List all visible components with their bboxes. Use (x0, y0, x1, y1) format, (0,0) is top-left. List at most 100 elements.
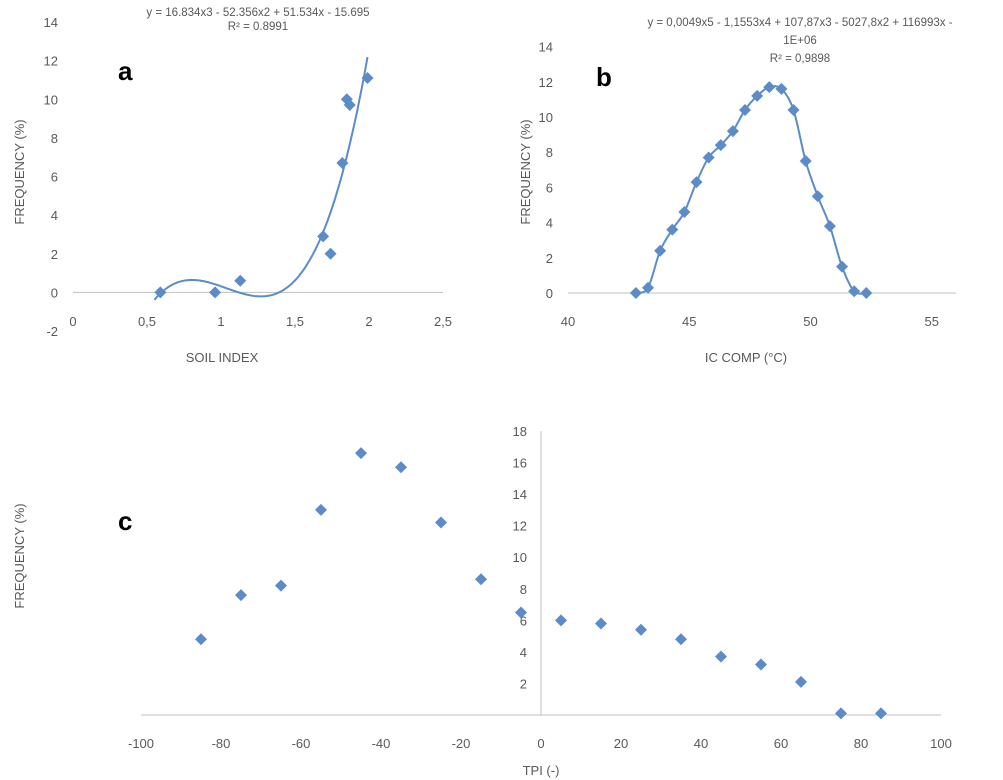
data-point (642, 281, 655, 294)
y-axis-title: FREQUENCY (%) (12, 503, 27, 608)
data-point (763, 81, 776, 94)
tick-label: 14 (539, 40, 553, 55)
data-point (343, 99, 356, 112)
tick-label: 6 (546, 180, 553, 195)
data-point (875, 707, 887, 720)
tick-label: 0 (69, 314, 76, 329)
tick-label: 20 (614, 736, 628, 751)
data-points (195, 447, 887, 720)
tick-label: 80 (854, 736, 868, 751)
tick-labels: 0 0,5 1 1,5 2 2,5 -2 0 2 4 6 8 10 12 14 (44, 15, 453, 339)
x-axis-title: IC COMP (°C) (705, 350, 787, 365)
tick-label: -60 (292, 736, 311, 751)
data-point (775, 82, 788, 95)
tick-labels: 40 45 50 55 0 2 4 6 8 10 12 14 (539, 40, 939, 329)
tick-label: 0,5 (138, 314, 156, 329)
data-point (395, 461, 407, 474)
trendline-equation: y = 16.834x3 - 52.356x2 + 51.534x - 15.6… (146, 7, 369, 19)
data-points (154, 72, 374, 299)
data-point (654, 244, 667, 257)
data-point (629, 287, 642, 299)
tick-label: 100 (930, 736, 952, 751)
tick-label: 0 (537, 736, 544, 751)
tick-label: 50 (803, 314, 817, 329)
tick-label: 12 (513, 519, 527, 534)
data-point (823, 220, 836, 233)
data-point (787, 103, 800, 116)
tick-label: 2 (51, 247, 58, 262)
data-point (555, 614, 567, 627)
chart-panel-a: 0 0,5 1 1,5 2 2,5 -2 0 2 4 6 8 10 12 14 a y = 16.834x3… (12, 7, 452, 365)
tick-label: 1,5 (286, 314, 304, 329)
tick-label: 55 (925, 314, 939, 329)
data-point (435, 516, 447, 529)
panel-label: a (118, 56, 133, 86)
trendline-equation-line2: 1E+06 (783, 35, 817, 47)
tick-label: 16 (513, 456, 527, 471)
tick-label: 2 (520, 676, 527, 691)
data-point (361, 72, 374, 85)
data-point (726, 125, 739, 138)
y-axis-title: FREQUENCY (%) (518, 119, 533, 224)
data-point (635, 623, 647, 636)
tick-label: 14 (44, 15, 58, 30)
tick-label: 45 (682, 314, 696, 329)
data-point (799, 155, 812, 167)
data-point (739, 103, 752, 116)
data-point (209, 286, 222, 299)
tick-label: 0 (51, 285, 58, 300)
data-point (315, 503, 327, 516)
data-point (690, 176, 703, 189)
tick-label: 10 (513, 550, 527, 565)
tick-label: 4 (546, 216, 553, 231)
tick-labels: -100 -80 -60 -40 -20 0 20 40 60 80 100 2 4 6 8 10 12 14 16… (128, 424, 952, 751)
tick-label: 2 (546, 251, 553, 266)
data-point (317, 230, 330, 243)
data-point (755, 658, 767, 671)
data-point (234, 274, 247, 287)
tick-label: -20 (452, 736, 471, 751)
data-point (275, 579, 287, 592)
x-axis-title: TPI (-) (523, 763, 560, 778)
y-axis-title: FREQUENCY (%) (12, 119, 27, 224)
axis-lines (141, 431, 941, 716)
tick-label: 10 (44, 92, 58, 107)
tick-label: 1 (217, 314, 224, 329)
tick-label: 6 (51, 170, 58, 185)
tick-label: 10 (539, 110, 553, 125)
data-point (835, 707, 847, 720)
x-axis-title: SOIL INDEX (186, 350, 259, 365)
data-point (836, 260, 849, 273)
tick-label: -2 (46, 324, 58, 339)
tick-label: 14 (513, 487, 527, 502)
tick-label: -80 (212, 736, 231, 751)
trendline (153, 56, 369, 301)
tick-label: 2 (365, 314, 372, 329)
tick-label: 12 (539, 75, 553, 90)
tick-label: 40 (561, 314, 575, 329)
data-point (795, 675, 807, 688)
tick-label: 8 (520, 582, 527, 597)
data-point (235, 589, 247, 602)
trendline-r2: R² = 0,9898 (770, 53, 830, 65)
chart-panel-c: -100 -80 -60 -40 -20 0 20 40 60 80 100 2 4 6 8 10 12 14 16… (12, 424, 952, 778)
tick-label: 60 (774, 736, 788, 751)
data-point (595, 617, 607, 630)
tick-label: 40 (694, 736, 708, 751)
chart-panel-b: 40 45 50 55 0 2 4 6 8 10 12 14 b y = 0,0049x5 - 1,1… (518, 17, 956, 365)
tick-label: -100 (128, 736, 154, 751)
data-point (475, 573, 487, 586)
data-point (515, 606, 527, 619)
data-point (675, 633, 687, 646)
tick-label: 8 (546, 145, 553, 160)
tick-label: 2,5 (434, 314, 452, 329)
data-point (860, 287, 873, 299)
data-point (702, 151, 715, 164)
tick-label: 12 (44, 54, 58, 69)
tick-label: 6 (520, 613, 527, 628)
data-point (336, 156, 349, 169)
tick-label: 4 (520, 645, 527, 660)
data-point (678, 206, 691, 219)
panel-label: b (596, 62, 612, 92)
